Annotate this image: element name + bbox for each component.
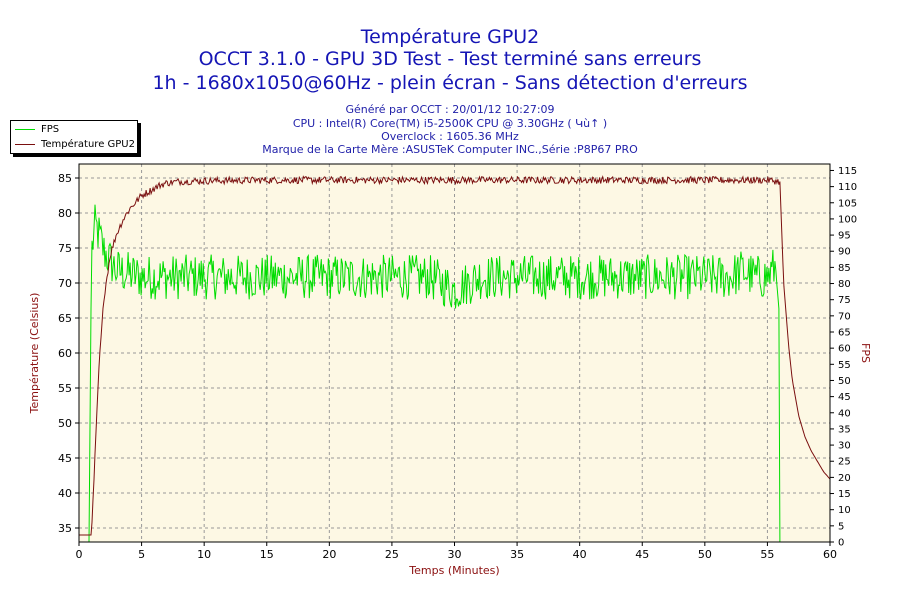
y-tick-label: 85	[58, 172, 72, 185]
legend-swatch-temperature	[15, 143, 35, 145]
series-group	[79, 175, 831, 543]
info-cpu: CPU : Intel(R) Core(TM) i5-2500K CPU @ 3…	[292, 117, 608, 130]
y2-tick-label: 5	[838, 521, 844, 532]
legend-swatch-fps	[15, 128, 35, 130]
y2-tick-label: 105	[838, 198, 857, 209]
y2-tick-label: 45	[838, 392, 851, 403]
y-axis-label: Température (Celsius)	[28, 293, 41, 415]
y2-tick-label: 30	[838, 441, 851, 452]
x-tick-label: 20	[322, 548, 336, 561]
y2-tick-label: 75	[838, 295, 851, 306]
y2-tick-label: 110	[838, 182, 857, 193]
y2-tick-label: 35	[838, 424, 851, 435]
chart-subtitle-1: OCCT 3.1.0 - GPU 3D Test - Test terminé …	[198, 48, 702, 70]
legend-item-fps: FPS	[15, 122, 59, 136]
info-motherboard: Marque de la Carte Mère :ASUSTeK Compute…	[262, 143, 638, 156]
y2-tick-label: 25	[838, 457, 851, 468]
y2-tick-label: 115	[838, 166, 857, 177]
legend-label-fps: FPS	[41, 123, 60, 135]
y2-tick-label: 20	[838, 473, 851, 484]
axes: 0 5 10 15 20 25 30 35 40 45 50 55 603540455055606570…	[58, 166, 857, 561]
y2-tick-label: 15	[838, 489, 851, 500]
x-tick-label: 50	[698, 548, 712, 561]
legend: FPS Température GPU2	[10, 120, 138, 154]
y2-tick-label: 85	[838, 263, 851, 274]
x-tick-label: 30	[448, 548, 462, 561]
x-tick-label: 55	[760, 548, 774, 561]
y-tick-label: 80	[58, 207, 72, 220]
y2-tick-label: 60	[838, 344, 851, 355]
x-tick-label: 0	[76, 548, 83, 561]
y-tick-label: 60	[58, 347, 72, 360]
legend-label-temperature: Température GPU2	[41, 138, 135, 150]
y-tick-label: 35	[58, 522, 72, 535]
y-tick-label: 65	[58, 312, 72, 325]
y2-tick-label: 0	[838, 538, 844, 549]
y2-tick-label: 10	[838, 505, 851, 516]
y-tick-label: 55	[58, 382, 72, 395]
y2-tick-label: 50	[838, 376, 851, 387]
legend-item-temperature: Température GPU2	[15, 137, 135, 151]
x-tick-label: 15	[260, 548, 274, 561]
x-tick-label: 40	[573, 548, 587, 561]
grid	[79, 164, 830, 542]
series-line-fps	[79, 204, 830, 543]
x-tick-label: 60	[823, 548, 837, 561]
chart-title: Température GPU2	[360, 26, 540, 48]
y-tick-label: 45	[58, 452, 72, 465]
y-tick-label: 40	[58, 487, 72, 500]
y-tick-label: 50	[58, 417, 72, 430]
y2-tick-label: 65	[838, 328, 851, 339]
y2-tick-label: 70	[838, 311, 851, 322]
y-tick-label: 75	[58, 242, 72, 255]
y2-tick-label: 40	[838, 408, 851, 419]
x-tick-label: 35	[510, 548, 524, 561]
x-tick-label: 10	[197, 548, 211, 561]
x-axis-label: Temps (Minutes)	[408, 564, 499, 577]
y2-tick-label: 80	[838, 279, 851, 290]
y-tick-label: 70	[58, 277, 72, 290]
info-overclock: Overclock : 1605.36 MHz	[381, 130, 519, 143]
y2-tick-label: 55	[838, 360, 851, 371]
chart-subtitle-2: 1h - 1680x1050@60Hz - plein écran - Sans…	[152, 72, 748, 94]
x-tick-label: 25	[385, 548, 399, 561]
info-generated: Généré par OCCT : 20/01/12 10:27:09	[345, 103, 555, 116]
y2-tick-label: 90	[838, 247, 851, 258]
x-tick-label: 45	[635, 548, 649, 561]
y2-tick-label: 95	[838, 231, 851, 242]
x-tick-label: 5	[138, 548, 145, 561]
y2-axis-label: FPS	[859, 343, 872, 363]
series-line-temperature	[79, 175, 831, 536]
y2-tick-label: 100	[838, 214, 857, 225]
